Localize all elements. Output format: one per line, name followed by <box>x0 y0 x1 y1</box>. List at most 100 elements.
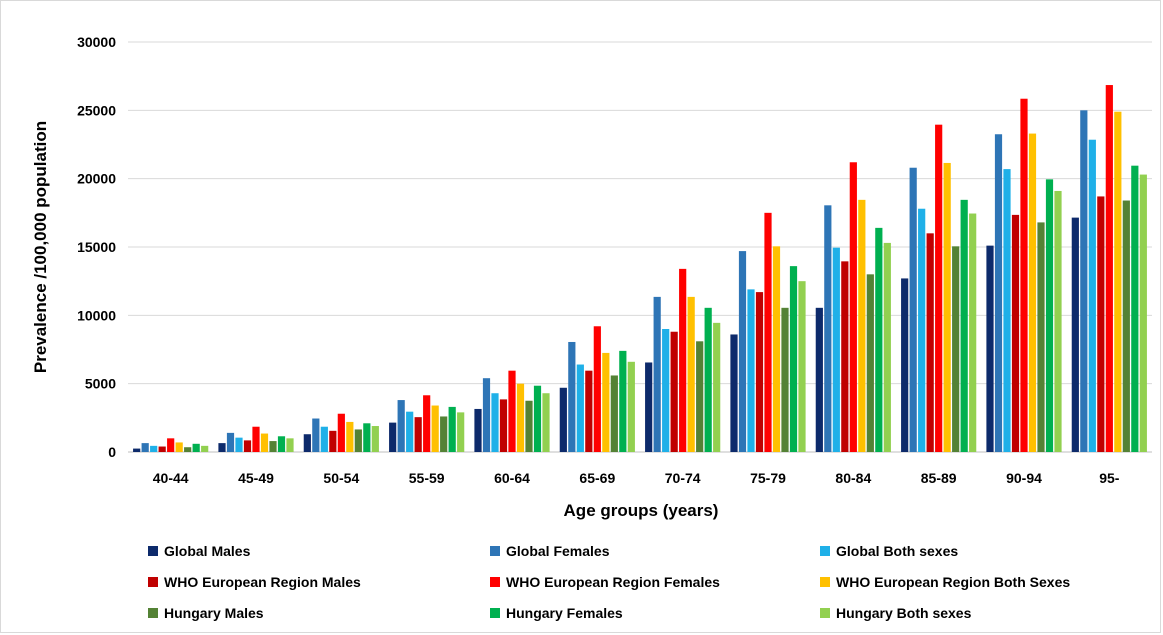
bar <box>1071 217 1079 452</box>
bar <box>875 227 883 452</box>
x-tick-label: 60-64 <box>494 470 530 486</box>
bar <box>243 440 252 452</box>
bar <box>679 268 687 452</box>
bar <box>960 199 968 452</box>
bar <box>423 395 431 452</box>
bar <box>167 438 175 452</box>
legend-swatch <box>490 608 500 618</box>
bar <box>371 426 379 452</box>
bar <box>1037 222 1045 452</box>
bar <box>994 134 1003 452</box>
bar <box>653 296 661 452</box>
bar <box>141 443 149 452</box>
bar <box>1088 139 1096 452</box>
bar <box>1054 190 1062 452</box>
legend-label: Global Both sexes <box>836 543 958 559</box>
y-axis-ticks: 0 5000 10000 15000 20000 25000 30000 <box>77 34 116 460</box>
bar <box>593 326 601 452</box>
legend-label: WHO European Region Both Sexes <box>836 574 1070 590</box>
bar <box>841 261 849 452</box>
x-tick-label: 70-74 <box>665 470 701 486</box>
bar <box>1011 214 1020 452</box>
bar <box>704 307 712 452</box>
y-tick-label: 0 <box>108 444 116 460</box>
bar <box>218 443 226 452</box>
bar <box>286 438 294 452</box>
bar <box>201 445 209 452</box>
bar <box>457 412 465 452</box>
bar <box>781 307 789 452</box>
bar <box>901 278 909 452</box>
bar <box>363 423 371 452</box>
bar <box>448 406 456 452</box>
bar <box>226 432 235 452</box>
legend-label: Hungary Males <box>164 605 264 621</box>
bar <box>508 370 516 452</box>
bar <box>1131 165 1139 452</box>
bar <box>713 322 721 452</box>
bar <box>918 208 926 452</box>
bar <box>150 445 158 452</box>
legend-label: WHO European Region Females <box>506 574 720 590</box>
bar <box>1122 200 1130 452</box>
legend-swatch <box>820 546 830 556</box>
bar <box>525 400 533 452</box>
bar <box>815 307 823 452</box>
bar <box>824 205 832 452</box>
y-tick-label: 30000 <box>77 34 116 50</box>
legend-label: Hungary Both sexes <box>836 605 972 621</box>
legend-swatch <box>820 577 830 587</box>
legend-label: Global Females <box>506 543 610 559</box>
bar <box>354 429 362 452</box>
bar <box>192 443 200 452</box>
bar <box>798 281 806 452</box>
y-tick-label: 20000 <box>77 171 116 187</box>
x-tick-label: 75-79 <box>750 470 786 486</box>
bar <box>312 418 320 452</box>
gridlines <box>128 41 1152 453</box>
bar <box>926 233 934 452</box>
legend-label: Global Males <box>164 543 251 559</box>
legend: Global Males Global Females Global Both se… <box>148 543 1070 621</box>
bar <box>516 383 525 452</box>
legend-label: Hungary Females <box>506 605 623 621</box>
bar <box>619 350 627 452</box>
bar <box>602 352 610 452</box>
bar <box>184 447 192 452</box>
bar <box>252 426 260 452</box>
legend-swatch <box>148 546 158 556</box>
legend-label: WHO European Region Males <box>164 574 361 590</box>
bar <box>789 266 798 452</box>
legend-swatch <box>490 577 500 587</box>
bar <box>389 422 397 452</box>
bar <box>568 341 576 452</box>
bar <box>329 430 337 452</box>
legend-swatch <box>820 608 830 618</box>
bar <box>883 242 891 452</box>
bar <box>1080 110 1088 452</box>
bar <box>235 437 243 452</box>
bar <box>440 416 448 452</box>
bar <box>414 417 422 452</box>
bar <box>559 387 567 452</box>
bar <box>406 411 414 452</box>
y-axis-title: Prevalence /100,000 population <box>31 121 50 373</box>
bar <box>397 400 405 452</box>
x-tick-label: 65-69 <box>579 470 615 486</box>
bar <box>662 329 670 452</box>
bar <box>670 331 678 452</box>
bar <box>499 399 508 452</box>
bar <box>610 375 618 452</box>
legend-swatch <box>148 608 158 618</box>
bars <box>133 85 1147 453</box>
bar <box>696 341 704 452</box>
bar <box>158 446 166 452</box>
bar <box>1105 85 1113 453</box>
bar <box>772 246 781 452</box>
x-axis-title: Age groups (years) <box>564 501 719 520</box>
bar <box>576 364 584 452</box>
bar <box>175 442 183 452</box>
x-tick-label: 95- <box>1099 470 1120 486</box>
x-tick-label: 55-59 <box>409 470 445 486</box>
